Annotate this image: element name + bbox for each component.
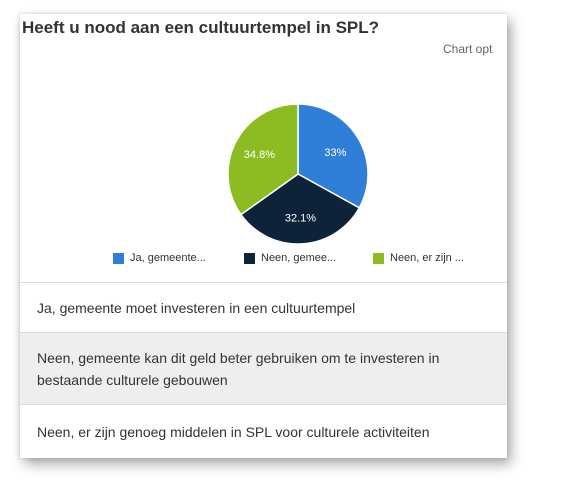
answer-option-neen-genoeg[interactable]: Neen, er zijn genoeg middelen in SPL voo…	[20, 404, 507, 458]
legend-item-ja[interactable]: Ja, gemeente...	[113, 252, 206, 264]
poll-title: Heeft u nood aan een cultuurtempel in SP…	[22, 18, 380, 37]
answer-list: Ja, gemeente moet investeren in een cult…	[20, 282, 507, 458]
poll-card: Heeft u nood aan een cultuurtempel in SP…	[20, 14, 507, 458]
pie-label-neen-genoeg: 34.8%	[244, 149, 275, 161]
chart-options-button[interactable]: Chart opt	[443, 42, 493, 56]
legend-swatch-neen-gemeente	[244, 252, 255, 264]
legend-item-neen-genoeg[interactable]: Neen, er zijn ...	[373, 252, 464, 264]
legend-swatch-neen-genoeg	[373, 252, 384, 264]
legend-item-neen-gemeente[interactable]: Neen, gemee...	[244, 252, 336, 264]
pie-label-ja: 33%	[324, 147, 346, 159]
legend-label-neen-gemeente: Neen, gemee...	[261, 252, 337, 264]
answer-option-ja[interactable]: Ja, gemeente moet investeren in een cult…	[20, 282, 507, 332]
legend-label-neen-genoeg: Neen, er zijn ...	[390, 252, 464, 264]
pie-chart: 33% 32.1% 34.8%	[227, 104, 369, 245]
pie-slice-neen-genoeg[interactable]	[227, 104, 299, 216]
pie-slice-neen-gemeente[interactable]	[239, 173, 361, 245]
legend-label-ja: Ja, gemeente...	[130, 252, 206, 264]
pie-slice-ja[interactable]	[297, 104, 369, 209]
pie-label-neen-gemeente: 32.1%	[285, 212, 316, 224]
chart-legend: Ja, gemeente... Neen, gemee... Neen, er …	[113, 252, 493, 270]
answer-option-neen-gemeente[interactable]: Neen, gemeente kan dit geld beter gebrui…	[20, 332, 507, 404]
legend-swatch-ja	[113, 252, 124, 264]
